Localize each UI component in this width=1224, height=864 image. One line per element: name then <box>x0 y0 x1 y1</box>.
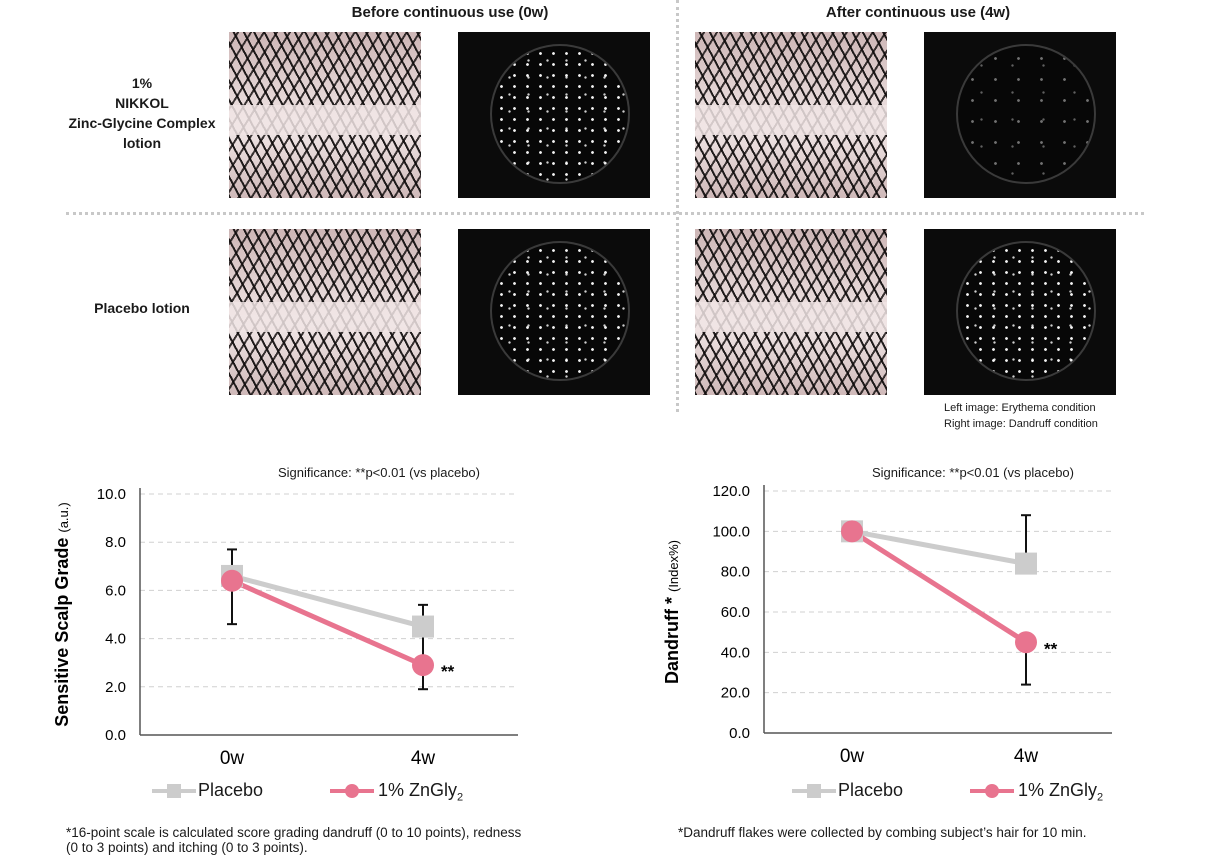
legend-zn-marker <box>330 784 374 798</box>
x-tick-label: 0w <box>220 748 245 769</box>
scalp-photo-zinc-4w <box>695 32 887 198</box>
y-tick-label: 20.0 <box>721 685 750 702</box>
series-line-zn <box>230 578 425 668</box>
image-note: Left image: Erythema condition Right ima… <box>944 402 1098 430</box>
header-after: After continuous use (4w) <box>825 4 1011 21</box>
y-axis-label: Dandruff * (Index%) <box>662 540 682 684</box>
data-point-placebo <box>412 615 434 638</box>
data-point-zn <box>1015 631 1037 654</box>
y-tick-label: 60.0 <box>721 604 750 621</box>
series-line-placebo <box>851 528 1027 567</box>
y-axis-label: Sensitive Scalp Grade (a.u.) <box>52 502 72 726</box>
series-line-zn <box>850 529 1028 645</box>
chart-sensitive-scalp: 0.0 2.0 4.0 6.0 8.0 10.0 0w 4w Sensitive Scalp G… <box>52 486 518 769</box>
scalp-photo-placebo-4w <box>695 229 887 395</box>
legend-placebo-label: Placebo <box>198 780 264 800</box>
dandruff-photo-zinc-0w <box>458 32 650 198</box>
y-tick-label: 6.0 <box>105 582 126 599</box>
data-point-zn <box>221 569 243 592</box>
y-tick-label: 0.0 <box>729 725 750 742</box>
chart1-footnote: *16-point scale is calculated score grad… <box>66 825 522 855</box>
x-tick-label: 4w <box>411 748 436 769</box>
legend-placebo-marker <box>152 784 196 798</box>
chart2-significance: Significance: **p<0.01 (vs placebo) <box>872 465 1074 480</box>
y-tick-label: 80.0 <box>721 564 750 581</box>
scalp-photo-zinc-0w <box>229 32 421 198</box>
data-point-placebo <box>1015 552 1037 575</box>
vertical-divider <box>676 0 679 412</box>
row-label-zinc: 1% NIKKOL Zinc-Glycine Complex lotion <box>68 75 216 151</box>
y-tick-label: 10.0 <box>97 486 126 503</box>
series-line-placebo <box>231 573 424 629</box>
row-label-placebo: Placebo lotion <box>94 300 190 316</box>
data-point-zn <box>841 520 863 543</box>
x-tick-label: 4w <box>1014 746 1039 767</box>
chart-dandruff: 0.0 20.0 40.0 60.0 80.0 100.0 120.0 0w 4w Dandruf… <box>662 483 1112 767</box>
chart1-significance: Significance: **p<0.01 (vs placebo) <box>278 465 480 480</box>
header-before: Before continuous use (0w) <box>351 4 549 21</box>
significance-annotation: ** <box>441 662 455 681</box>
y-tick-label: 0.0 <box>105 727 126 744</box>
x-tick-label: 0w <box>840 746 865 767</box>
legend-placebo-marker <box>792 784 836 798</box>
dandruff-photo-placebo-4w <box>924 229 1116 395</box>
legend-zn-label: 1% ZnGly2 <box>378 780 464 804</box>
y-tick-label: 8.0 <box>105 534 126 551</box>
horizontal-divider <box>66 212 1144 215</box>
significance-annotation: ** <box>1044 639 1058 658</box>
scalp-photo-placebo-0w <box>229 229 421 395</box>
dandruff-photo-zinc-4w <box>924 32 1116 198</box>
dandruff-photo-placebo-0w <box>458 229 650 395</box>
legend-zn-marker <box>970 784 1014 798</box>
data-point-zn <box>412 654 434 677</box>
chart2-footnote: *Dandruff flakes were collected by combi… <box>678 825 1087 840</box>
y-tick-label: 2.0 <box>105 679 126 696</box>
y-tick-label: 4.0 <box>105 631 126 648</box>
legend-placebo-label: Placebo <box>838 780 904 800</box>
y-tick-label: 40.0 <box>721 644 750 661</box>
y-tick-label: 100.0 <box>712 523 750 540</box>
y-tick-label: 120.0 <box>712 483 750 500</box>
legend-zn-label: 1% ZnGly2 <box>1018 780 1104 804</box>
